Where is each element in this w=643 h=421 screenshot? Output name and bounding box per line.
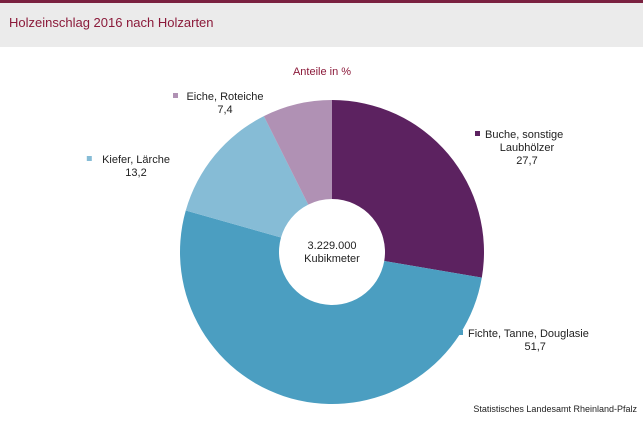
slice-eiche-roteiche (263, 100, 332, 205)
legend-marker (173, 93, 178, 98)
legend-marker (458, 330, 463, 335)
legend-marker (86, 156, 92, 161)
slice-kiefer-lärche (185, 116, 309, 238)
chart-panel: Anteile in % Buche, sonstige Laubhölzer 27… (0, 47, 643, 421)
center-total-value: 3.229.000 (308, 240, 357, 252)
legend-marker (475, 131, 480, 136)
donut-slices (180, 100, 484, 404)
source-note: Statistisches Landesamt Rheinland-Pfalz (473, 404, 637, 414)
center-total-unit: Kubikmeter (304, 253, 360, 265)
slice-value-label: 13,2 (125, 167, 146, 179)
slice-fichte-tanne-douglasie (180, 210, 482, 404)
slice-value-label: 7,4 (217, 104, 232, 116)
slice-name-label: Fichte, Tanne, Douglasie (468, 328, 589, 340)
donut-chart: Anteile in % Buche, sonstigeLaubhölzer27… (86, 66, 589, 404)
chart-title: Holzeinschlag 2016 nach Holzarten (9, 15, 214, 30)
slice-name-label: Eiche, Roteiche (186, 91, 263, 103)
slice-name-label: Buche, sonstige (485, 129, 563, 141)
chart-subtitle: Anteile in % (293, 66, 351, 78)
slice-value-label: 27,7 (516, 155, 537, 167)
slice-name-label: Kiefer, Lärche (102, 154, 170, 166)
slice-value-label: 51,7 (524, 341, 545, 353)
slice-name-label: Laubhölzer (500, 142, 555, 154)
top-accent-bar (0, 0, 643, 3)
slice-buche-sonstige (332, 100, 484, 278)
